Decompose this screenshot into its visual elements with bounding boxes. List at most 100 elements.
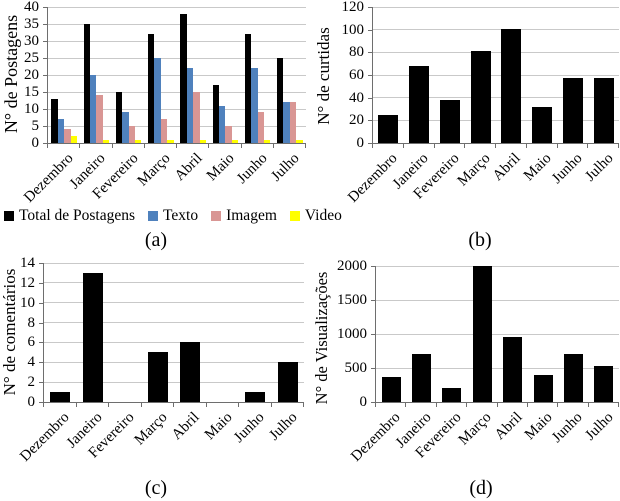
bar	[251, 68, 258, 143]
y-tick-mark	[368, 29, 372, 31]
y-tick-label: 30	[24, 33, 39, 49]
legend-item: Video	[289, 207, 342, 225]
bar	[50, 392, 71, 402]
bar	[57, 119, 65, 143]
y-tick-mark	[368, 120, 372, 122]
y-tick-label: 10	[20, 294, 35, 311]
gridline	[48, 108, 306, 110]
x-tick-mark	[270, 403, 272, 407]
x-tick-mark	[303, 403, 304, 407]
x-tick-mark	[435, 403, 437, 407]
y-tick-mark	[368, 7, 372, 8]
legend-label: Imagem	[226, 207, 277, 224]
gridline	[48, 125, 306, 127]
bar	[501, 28, 522, 143]
plot-area	[47, 6, 306, 144]
chart-visualizacoes: N° de Visualizações (d) 0 500 1000 1500 2000…	[310, 250, 620, 501]
x-tick-mark	[208, 144, 210, 148]
bar	[277, 58, 284, 143]
x-tick-mark	[375, 403, 376, 407]
bar	[193, 92, 200, 143]
y-tick-mark	[39, 382, 43, 384]
bar	[96, 95, 103, 143]
legend-label: Texto	[163, 207, 199, 224]
gridline	[44, 381, 304, 383]
x-tick-mark	[587, 403, 589, 407]
y-tick-label: 15	[24, 84, 39, 100]
legend-swatch-icon	[148, 211, 159, 221]
y-tick-label: 100	[341, 21, 365, 38]
chart-comentarios: N° de comentários (c) 0 2 4 6 8 10 12 14 Dezembr…	[0, 250, 310, 501]
gridline	[44, 302, 304, 304]
bar	[289, 102, 297, 143]
y-tick-label: 0	[27, 394, 36, 410]
x-tick-mark	[402, 144, 404, 148]
x-tick-mark	[526, 403, 528, 407]
bar	[147, 352, 168, 402]
x-tick-mark	[495, 144, 496, 148]
y-tick-label: 500	[344, 360, 368, 376]
bar	[148, 34, 155, 143]
y-tick-mark	[43, 126, 47, 127]
x-tick-mark	[618, 144, 619, 148]
bar	[439, 99, 460, 143]
y-tick-label: 0	[359, 394, 368, 410]
y-tick-label: 2	[27, 374, 36, 391]
bar	[257, 112, 265, 143]
bar	[135, 139, 142, 143]
bar	[225, 126, 232, 143]
x-tick-mark	[43, 403, 44, 407]
chart-postagens: N° de Postagens Total de Postagens Texto I…	[0, 0, 342, 251]
y-tick-label: 60	[349, 67, 364, 83]
y-tick-label: 20	[349, 112, 364, 129]
y-tick-mark	[43, 75, 47, 76]
bar	[83, 24, 90, 143]
y-tick-mark	[371, 266, 375, 267]
y-tick-label: 40	[24, 0, 39, 15]
gridline	[373, 51, 619, 53]
plot-area	[372, 6, 619, 144]
gridline	[376, 333, 619, 335]
x-tick-mark	[525, 144, 527, 148]
y-tick-mark	[39, 362, 43, 364]
bar	[244, 34, 252, 143]
y-tick-mark	[39, 322, 43, 324]
y-tick-mark	[43, 92, 47, 93]
plot-area	[43, 262, 304, 403]
gridline	[44, 361, 304, 363]
bar	[412, 354, 432, 402]
bar	[245, 392, 266, 402]
bar	[442, 388, 462, 402]
legend-swatch-icon	[4, 211, 14, 221]
x-tick-mark	[466, 403, 468, 407]
y-tick-mark	[39, 342, 43, 344]
bar	[562, 78, 583, 143]
bar	[89, 75, 97, 143]
x-tick-mark	[75, 403, 77, 407]
legend-swatch-icon	[289, 211, 300, 221]
y-tick-label: 80	[349, 44, 364, 61]
legend-item: Texto	[148, 207, 198, 225]
bar	[212, 85, 219, 143]
gridline	[48, 74, 306, 76]
bar	[186, 68, 194, 143]
bar	[102, 139, 110, 143]
x-tick-mark	[556, 144, 558, 148]
x-tick-mark	[173, 403, 174, 407]
legend-swatch-icon	[211, 211, 222, 221]
gridline	[48, 23, 306, 25]
bar	[381, 376, 401, 402]
gridline	[44, 341, 304, 343]
y-tick-mark	[368, 97, 372, 99]
gridline	[48, 91, 306, 93]
x-tick-mark	[433, 144, 435, 148]
x-tick-mark	[272, 144, 274, 148]
gridline	[373, 97, 619, 99]
gridline	[48, 40, 306, 42]
bar	[115, 92, 123, 143]
bar	[128, 126, 136, 143]
x-tick-mark	[557, 403, 559, 407]
gridline	[48, 6, 306, 8]
y-tick-label: 1000	[337, 326, 367, 342]
